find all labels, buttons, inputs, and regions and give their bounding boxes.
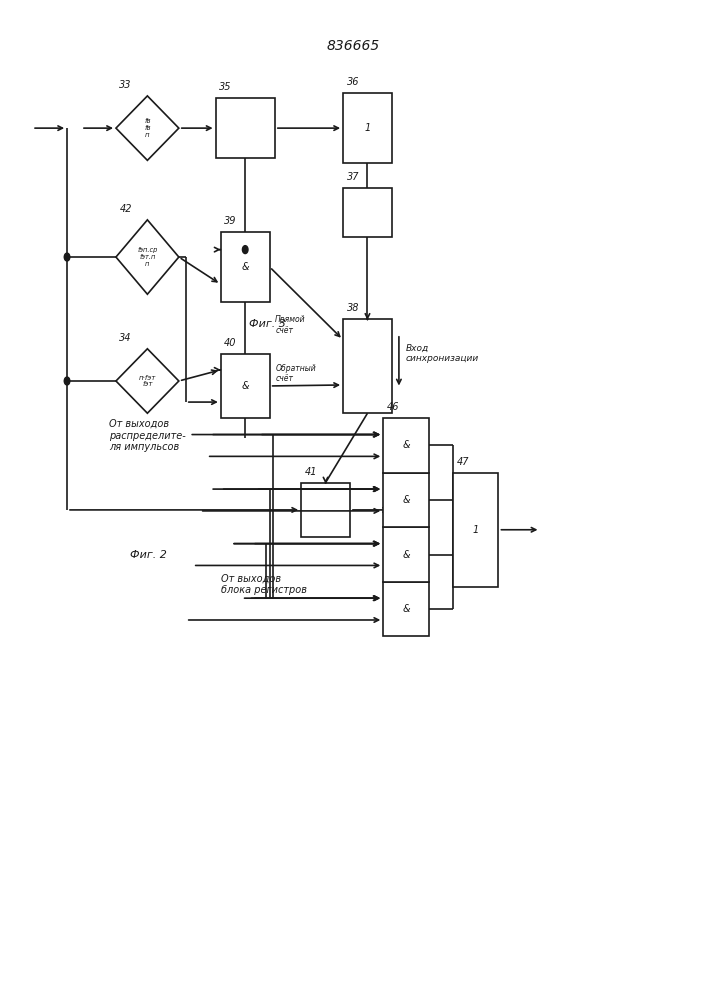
- Text: 45: 45: [387, 457, 399, 467]
- Text: 41: 41: [305, 467, 317, 477]
- Text: Прямой
счёт: Прямой счёт: [275, 315, 306, 335]
- Text: fэп.ср
fэт.п
п: fэп.ср fэт.п п: [137, 247, 158, 267]
- Bar: [343, 93, 392, 163]
- Bar: [216, 98, 275, 158]
- Bar: [383, 473, 428, 527]
- Bar: [221, 354, 269, 418]
- Circle shape: [64, 253, 70, 261]
- Bar: [343, 188, 392, 237]
- Polygon shape: [116, 349, 179, 413]
- Polygon shape: [116, 96, 179, 160]
- Text: 37: 37: [346, 172, 359, 182]
- Text: 43: 43: [387, 566, 399, 576]
- Text: &: &: [402, 495, 410, 505]
- Text: &: &: [402, 440, 410, 450]
- Text: п·fэт
fэт: п·fэт fэт: [139, 374, 156, 387]
- Text: 836665: 836665: [327, 39, 380, 53]
- Bar: [343, 319, 392, 413]
- Text: fв
fв
п: fв fв п: [144, 118, 151, 138]
- Bar: [301, 483, 350, 537]
- Text: 33: 33: [119, 80, 132, 90]
- Text: &: &: [402, 604, 410, 614]
- Text: Обратный
счёт: Обратный счёт: [275, 364, 316, 383]
- Text: 39: 39: [224, 216, 237, 226]
- Bar: [383, 527, 428, 582]
- Text: Фиг. 3: Фиг. 3: [249, 319, 286, 329]
- Text: 1: 1: [364, 123, 370, 133]
- Bar: [383, 418, 428, 473]
- Text: 38: 38: [346, 303, 359, 313]
- Text: 40: 40: [224, 338, 237, 348]
- Text: От выходов
распределите-
ля импульсов: От выходов распределите- ля импульсов: [109, 419, 186, 452]
- Text: &: &: [241, 381, 249, 391]
- Text: &: &: [402, 550, 410, 560]
- Polygon shape: [116, 220, 179, 294]
- Text: 34: 34: [119, 333, 132, 343]
- Circle shape: [64, 377, 70, 385]
- Text: 35: 35: [219, 82, 231, 92]
- Text: 44: 44: [387, 511, 399, 521]
- Text: 46: 46: [387, 402, 399, 412]
- Bar: [383, 582, 428, 636]
- Bar: [453, 473, 498, 587]
- Text: От выходов
блока регистров: От выходов блока регистров: [221, 573, 307, 595]
- Text: Вход
синхронизации: Вход синхронизации: [406, 344, 479, 363]
- Text: &: &: [241, 262, 249, 272]
- Text: 1: 1: [473, 525, 479, 535]
- Circle shape: [243, 246, 248, 254]
- Text: 47: 47: [457, 457, 469, 467]
- Text: 42: 42: [119, 204, 132, 214]
- Text: выход: выход: [395, 505, 425, 514]
- Bar: [221, 232, 269, 302]
- Text: Фиг. 2: Фиг. 2: [130, 550, 167, 560]
- Text: 36: 36: [346, 77, 359, 87]
